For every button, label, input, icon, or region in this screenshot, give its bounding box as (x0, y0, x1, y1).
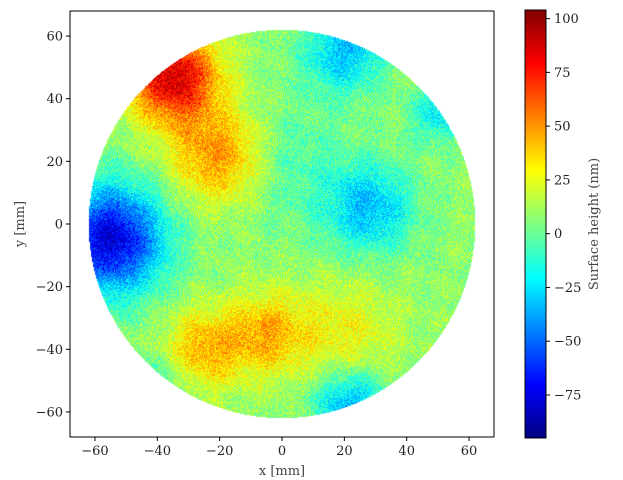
y-tick-label: −60 (36, 405, 63, 420)
y-tick-label: −20 (36, 280, 63, 295)
x-tick-label: −60 (81, 444, 108, 459)
colorbar-tick-label: 100 (554, 12, 579, 27)
colorbar-tick-label: −50 (554, 335, 581, 350)
x-tick-label: 0 (278, 444, 286, 459)
y-axis-label: y [mm] (13, 201, 28, 248)
y-axis-ticks: −60 −40 −20 0 20 40 60 (36, 30, 70, 420)
x-tick-label: 20 (336, 444, 353, 459)
x-tick-label: −20 (206, 444, 233, 459)
x-tick-label: 40 (398, 444, 415, 459)
plot-frame (69, 10, 495, 438)
colorbar-label: Surface height (nm) (587, 158, 602, 290)
colorbar-tick-label: 25 (554, 173, 571, 188)
colorbar-ticks: 100 75 50 25 0 −25 −50 −75 (546, 12, 581, 403)
y-tick-label: 0 (55, 218, 63, 233)
y-tick-label: 20 (46, 155, 63, 170)
surface-height-heatmap (70, 11, 494, 437)
x-tick-label: −40 (144, 444, 171, 459)
x-tick-label: 60 (461, 444, 478, 459)
x-axis-ticks: −60 −40 −20 0 20 40 60 (81, 437, 477, 459)
x-axis-label: x [mm] (259, 464, 305, 479)
y-tick-label: −40 (36, 343, 63, 358)
colorbar-tick-label: 50 (554, 120, 571, 135)
y-tick-label: 40 (46, 92, 63, 107)
colorbar-tick-label: 0 (554, 227, 562, 242)
colorbar-tick-label: 75 (554, 66, 571, 81)
colorbar-tick-label: −75 (554, 388, 581, 403)
y-tick-label: 60 (46, 30, 63, 45)
colorbar (524, 9, 547, 439)
colorbar-tick-label: −25 (554, 281, 581, 296)
